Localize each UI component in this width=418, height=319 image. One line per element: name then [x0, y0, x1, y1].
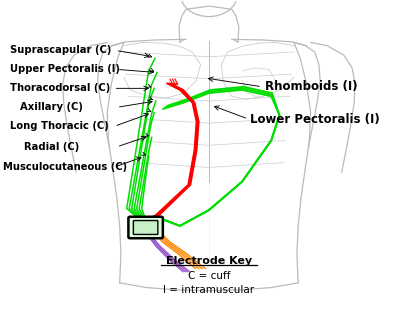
Text: Axillary (C): Axillary (C): [20, 102, 83, 112]
Text: C = cuff: C = cuff: [188, 271, 230, 280]
Text: Electrode Key: Electrode Key: [166, 256, 252, 266]
FancyBboxPatch shape: [128, 217, 163, 238]
Text: I = intramuscular: I = intramuscular: [163, 285, 255, 295]
Text: Lower Pectoralis (I): Lower Pectoralis (I): [250, 113, 380, 125]
Text: Thoracodorsal (C): Thoracodorsal (C): [10, 83, 110, 93]
FancyBboxPatch shape: [133, 220, 158, 234]
Text: Radial (C): Radial (C): [24, 142, 79, 152]
Text: Long Thoracic (C): Long Thoracic (C): [10, 121, 108, 131]
Text: Rhomboids (I): Rhomboids (I): [265, 80, 357, 93]
Text: Suprascapular (C): Suprascapular (C): [10, 45, 111, 56]
Text: Musculocutaneous (C): Musculocutaneous (C): [3, 162, 127, 172]
Text: Upper Pectoralis (I): Upper Pectoralis (I): [10, 64, 120, 74]
